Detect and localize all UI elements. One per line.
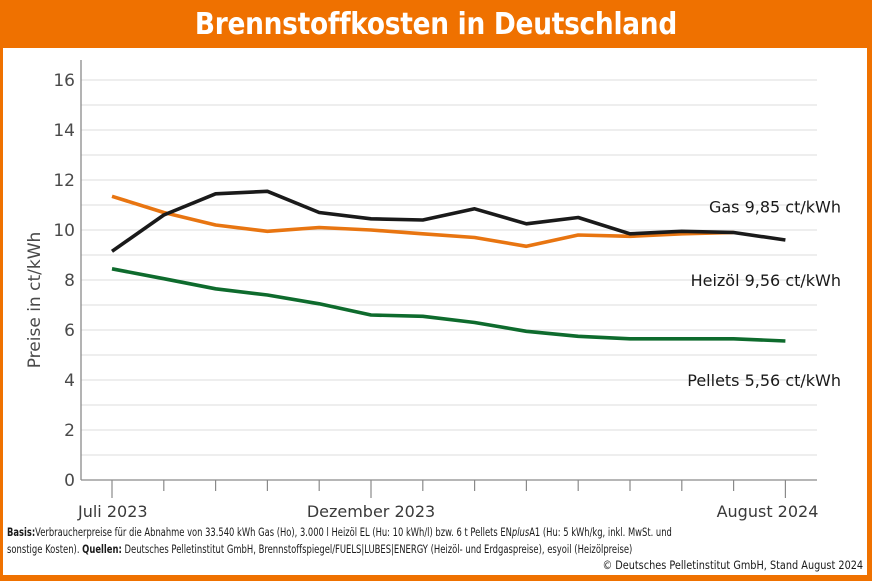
basis-text: Verbraucherpreise für die Abnahme von 33… xyxy=(35,526,512,539)
x-tick-label: August 2024 xyxy=(717,502,819,521)
axes xyxy=(80,60,817,481)
x-tick-label: Dezember 2023 xyxy=(307,502,435,521)
y-tick-label: 10 xyxy=(53,221,75,241)
y-tick-label: 12 xyxy=(53,171,75,191)
basis-italic: plus xyxy=(511,526,530,539)
y-tick-label: 6 xyxy=(64,321,75,341)
series-line-pellets xyxy=(111,267,786,343)
footer-notes: Basis:Verbraucherpreise für die Abnahme … xyxy=(7,525,863,575)
x-tick-label: Juli 2023 xyxy=(77,502,148,521)
chart-panel: 0 2 4 6 8 10 12 14 16 Juli 2023 Dezember 2023 Augu… xyxy=(3,48,867,575)
footer-copyright-line: © Deutsches Pelletinstitut GmbH, Stand A… xyxy=(7,558,863,575)
series-label-heizoel: Heizöl 9,56 ct/kWh xyxy=(691,271,841,290)
sources-text: Deutsches Pelletinstitut GmbH, Brennstof… xyxy=(121,542,633,556)
line-chart: 0 2 4 6 8 10 12 14 16 Juli 2023 Dezember 2023 Augu… xyxy=(25,60,841,521)
title-bar: Brennstoffkosten in Deutschland xyxy=(0,0,872,48)
y-tick-label: 4 xyxy=(64,371,75,391)
y-tick-label: 8 xyxy=(64,271,75,291)
y-tick-label: 14 xyxy=(53,121,75,141)
series-label-gas: Gas 9,85 ct/kWh xyxy=(709,197,841,216)
x-axis-ticks: Juli 2023 Dezember 2023 August 2024 xyxy=(77,480,818,521)
basis-label: Basis: xyxy=(7,526,36,539)
sources-label: Quellen: xyxy=(82,542,122,556)
series-line-gas xyxy=(110,189,786,253)
y-axis-title: Preise in ct/kWh xyxy=(25,232,45,369)
basis-continuation: sonstige Kosten). xyxy=(7,542,83,556)
y-axis-ticks: 0 2 4 6 8 10 12 14 16 xyxy=(53,71,75,491)
copyright-text: © Deutsches Pelletinstitut GmbH, Stand A… xyxy=(602,559,863,572)
y-tick-label: 16 xyxy=(53,71,75,91)
y-tick-label: 2 xyxy=(64,421,75,441)
footer-basis-line: Basis:Verbraucherpreise für die Abnahme … xyxy=(7,525,672,542)
series-label-pellets: Pellets 5,56 ct/kWh xyxy=(687,371,841,390)
chart-title: Brennstoffkosten in Deutschland xyxy=(194,6,678,42)
series-lines xyxy=(110,189,786,343)
footer-sources-line: sonstige Kosten). Quellen: Deutsches Pel… xyxy=(7,542,645,559)
series-line-heizoel xyxy=(111,194,734,249)
gridlines xyxy=(81,79,817,456)
basis-text-2: A1 (Hu: 5 kWh/kg, inkl. MwSt. und xyxy=(529,526,672,539)
y-tick-label: 0 xyxy=(64,471,75,491)
